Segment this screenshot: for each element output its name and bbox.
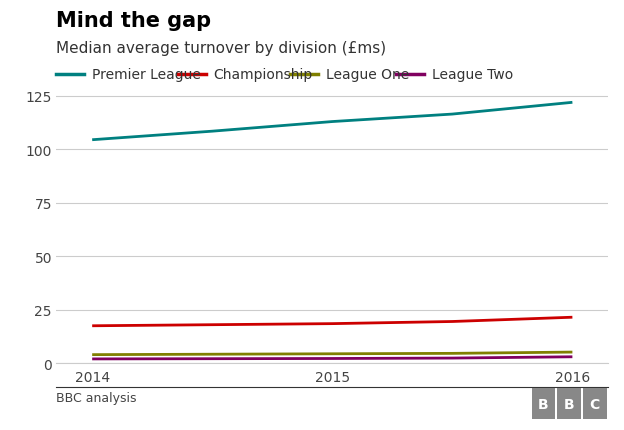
Text: B: B (538, 397, 549, 411)
Text: League Two: League Two (432, 68, 513, 82)
Text: Median average turnover by division (£ms): Median average turnover by division (£ms… (56, 41, 386, 56)
Text: BBC analysis: BBC analysis (56, 391, 137, 404)
Text: League One: League One (326, 68, 409, 82)
Text: Mind the gap: Mind the gap (56, 11, 212, 31)
Text: Premier League: Premier League (92, 68, 200, 82)
Text: Championship: Championship (213, 68, 313, 82)
Text: C: C (590, 397, 600, 411)
Text: B: B (563, 397, 575, 411)
